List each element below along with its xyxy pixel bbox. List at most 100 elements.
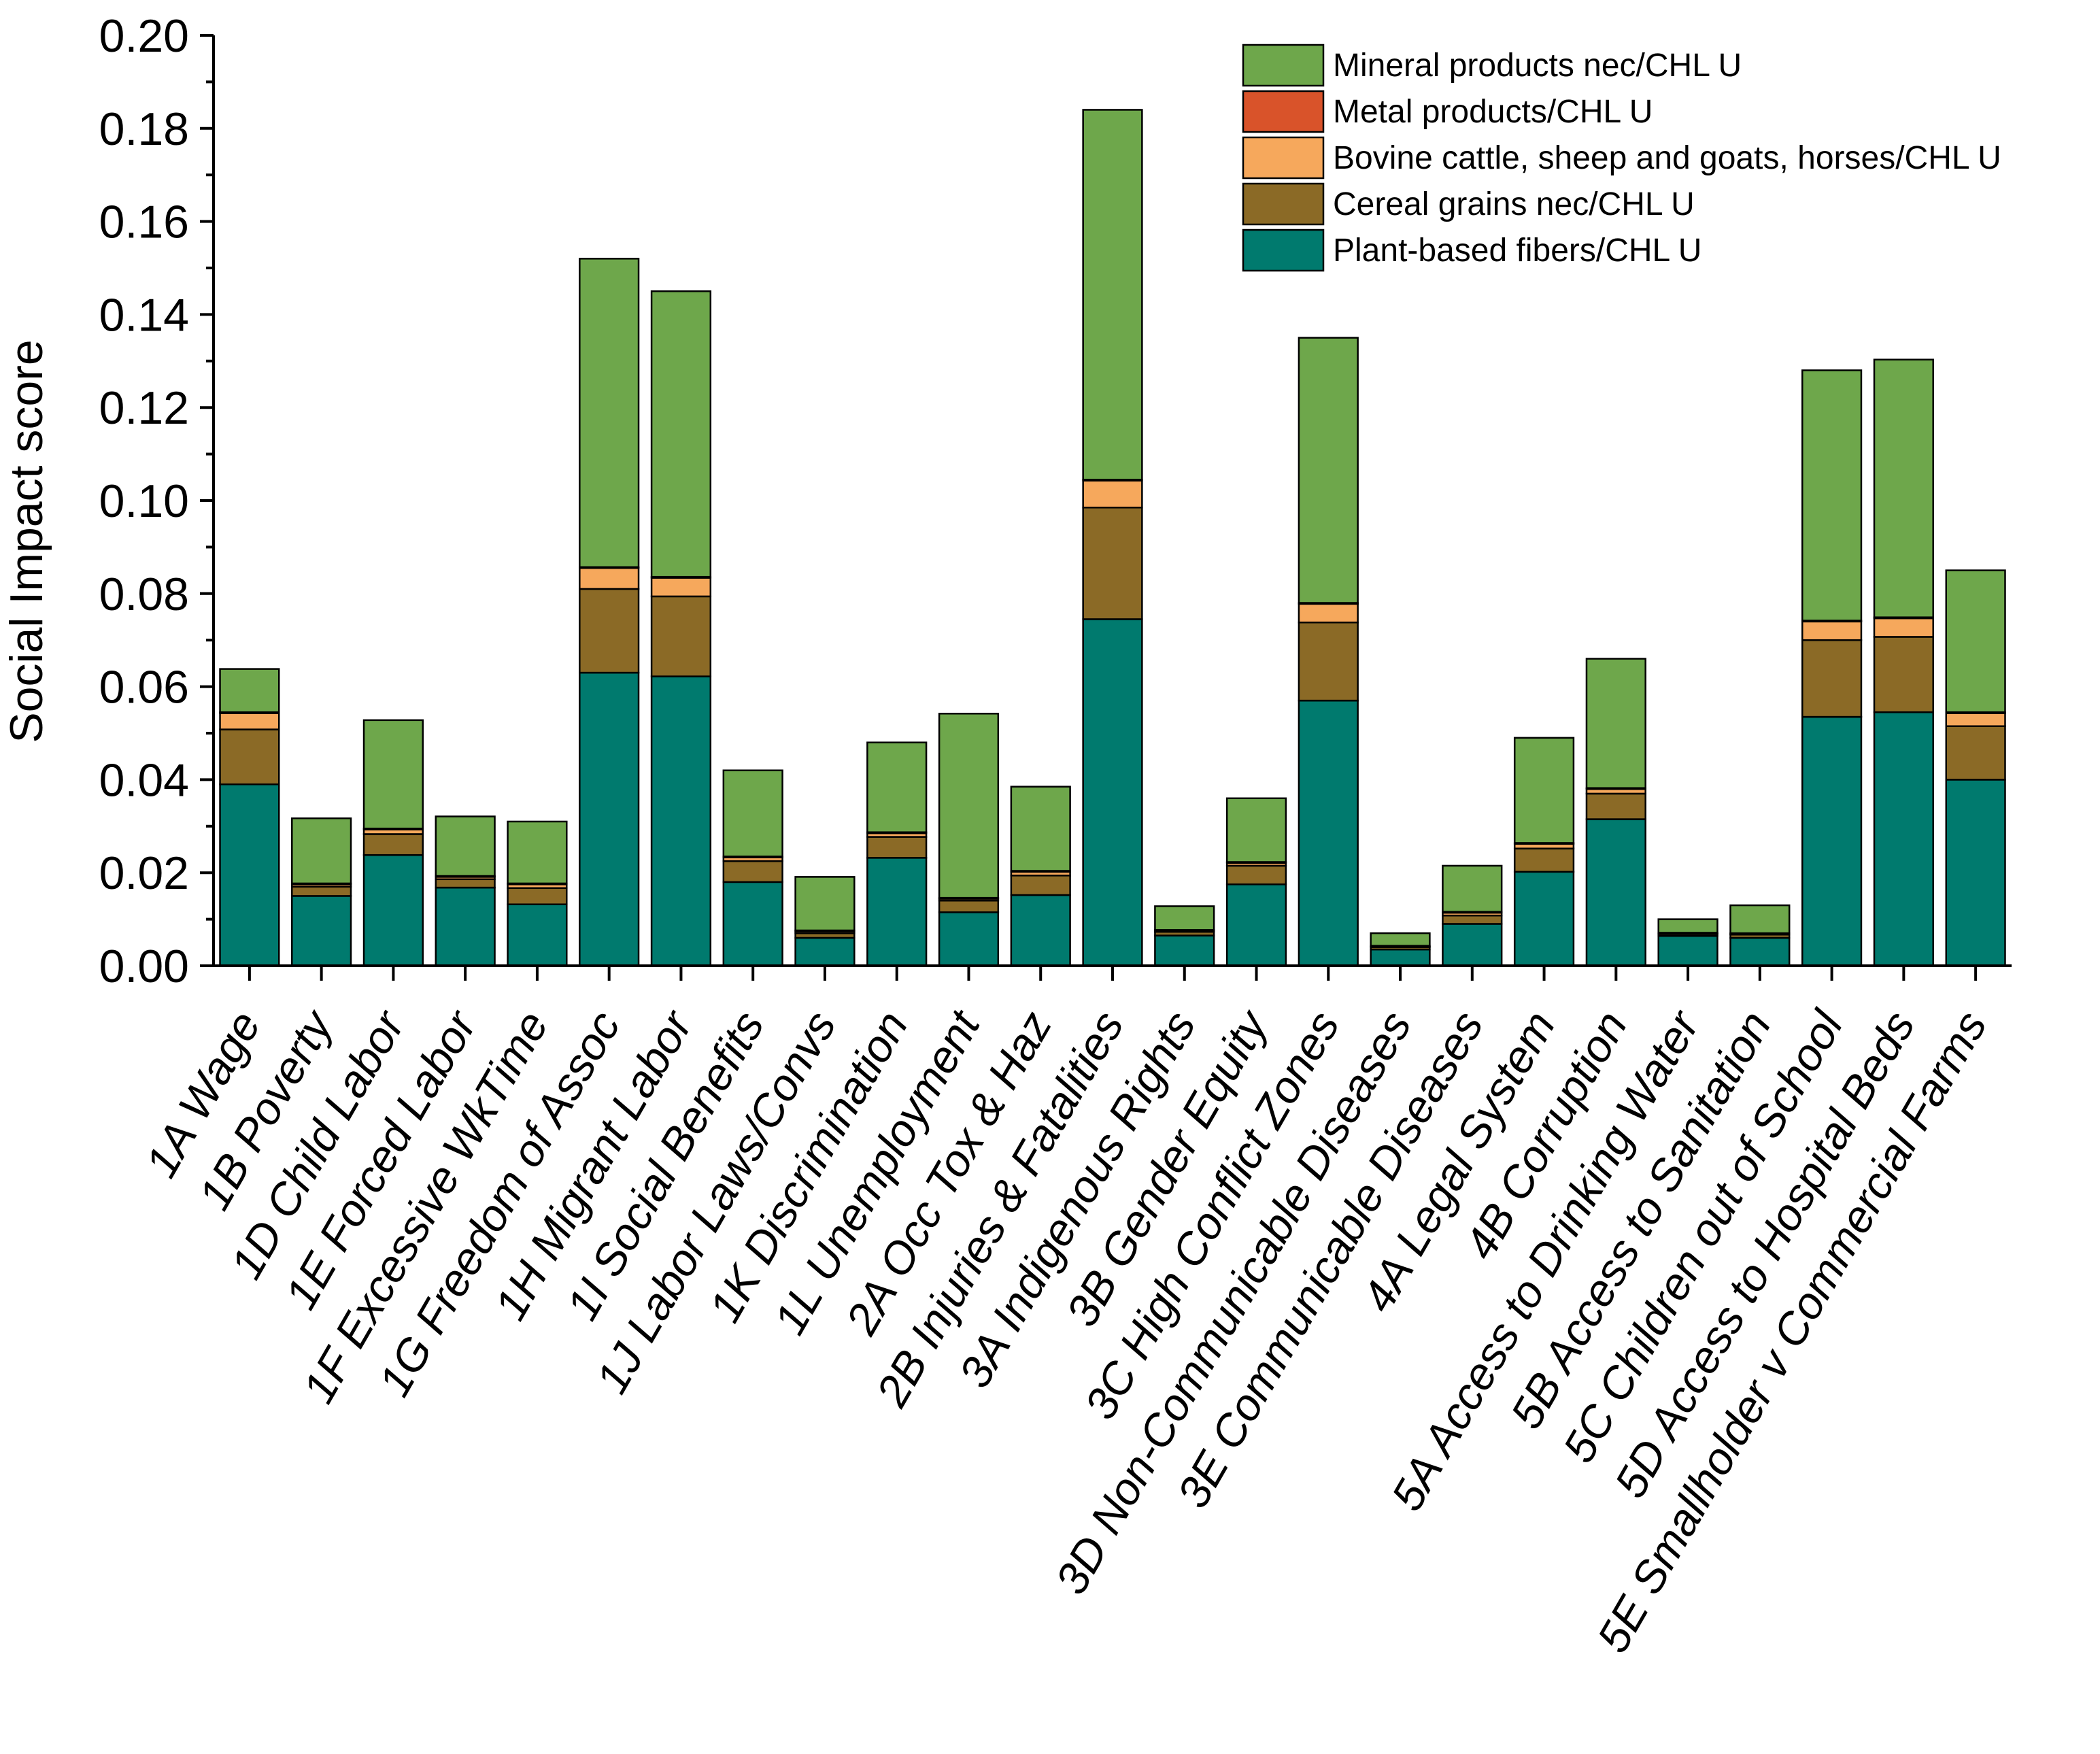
bar-segment [1225,864,1287,886]
bar-segment [1442,914,1503,925]
y-axis-label: Social Impact score [1,339,52,743]
bar-segment [722,860,783,883]
bar-segment [1082,109,1143,481]
bar-segment [1010,786,1071,872]
bar-segment [507,820,568,885]
bar-segment [1657,918,1718,934]
legend-swatch [1242,136,1325,180]
y-tick-label: 0.02 [99,847,189,899]
bar-segment [1657,934,1718,967]
bar-segment [507,903,568,967]
bar-segment [866,836,928,859]
y-tick-label: 0.06 [99,662,189,713]
bar-segment [1225,797,1287,863]
bar-segment [938,713,1000,899]
bar-segment [1801,639,1863,718]
bar-segment [650,577,712,598]
y-tick-label: 0.14 [99,289,189,341]
bar-segment [579,258,640,569]
bar-segment [1298,699,1359,967]
bar-segment [1585,818,1646,967]
bar-segment [1082,507,1143,620]
bar-segment [219,712,280,730]
bar-segment [1513,737,1575,844]
bar-segment [219,728,280,786]
bar-segment [1370,932,1431,947]
bar-segment [650,595,712,677]
bar-segment [1729,904,1791,934]
legend-swatch [1242,44,1325,87]
bar-segment [1873,711,1934,967]
legend-label: Mineral products nec/CHL U [1333,48,1742,84]
bar-segment [435,878,496,889]
y-tick-label: 0.10 [99,475,189,527]
bar-segment [1801,715,1863,967]
bar-segment [722,769,783,858]
bar-segment [1298,603,1359,624]
bar-segment [362,833,424,856]
bar-segment [650,675,712,967]
y-tick-label: 0.16 [99,197,189,248]
bar-segment [1873,617,1934,638]
bar-segment [1945,725,2006,781]
bar-segment [1945,779,2006,967]
bars-layer [219,109,2006,967]
y-tick-label: 0.00 [99,941,189,992]
y-tick-label: 0.12 [99,382,189,434]
bar-segment [1801,620,1863,641]
bar-segment [219,668,280,713]
y-tick-label: 0.04 [99,754,189,806]
legend-label: Cereal grains nec/CHL U [1333,186,1695,222]
legend-swatch [1242,229,1325,272]
bar-segment [794,937,856,967]
bar-segment [1513,871,1575,967]
y-ticks-layer: 0.00 0.02 0.04 0.06 0.08 0.10 0.12 0.14 0.16 0.18… [99,10,214,992]
legend-swatch [1242,90,1325,133]
y-tick-label: 0.18 [99,103,189,155]
bar-segment [1370,948,1431,967]
bar-segment [579,588,640,674]
bar-segment [1945,712,2006,727]
bar-segment [1873,636,1934,713]
bar-segment [1082,479,1143,509]
bar-segment [291,817,352,885]
bar-segment [650,290,712,578]
bar-segment [291,886,352,897]
bar-segment [866,741,928,833]
y-tick-label: 0.08 [99,569,189,620]
bar-segment [435,886,496,967]
bar-segment [938,911,1000,967]
bar-segment [866,857,928,967]
bar-segment [1585,658,1646,789]
bar-segment [1154,934,1215,967]
bar-segment [1442,864,1503,913]
bar-segment [1010,894,1071,967]
bar-segment [362,719,424,830]
bar-segment [1154,905,1215,931]
bar-segment [794,876,856,932]
bar-segment [1225,883,1287,967]
bar-segment [938,899,1000,913]
legend-label: Plant-based fibers/CHL U [1333,233,1701,269]
bar-segment [1298,337,1359,604]
bar-segment [1082,618,1143,967]
bar-segment [507,887,568,905]
y-tick-label: 0.20 [99,10,189,62]
bar-segment [1945,569,2006,713]
legend-label: Bovine cattle, sheep and goats, horses/C… [1333,140,2001,176]
bar-segment [1513,847,1575,873]
legend-swatch [1242,182,1325,226]
bar-segment [722,881,783,967]
bar-segment [579,567,640,590]
bar-segment [1585,792,1646,820]
bar-segment [1801,369,1863,622]
bar-segment [579,671,640,967]
bar-segment [362,854,424,967]
bar-segment [291,895,352,967]
legend: Mineral products nec/CHL U Metal products… [1242,44,2001,272]
bar-segment [1010,875,1071,896]
bar-segment [1442,923,1503,967]
legend-label: Metal products/CHL U [1333,94,1653,130]
